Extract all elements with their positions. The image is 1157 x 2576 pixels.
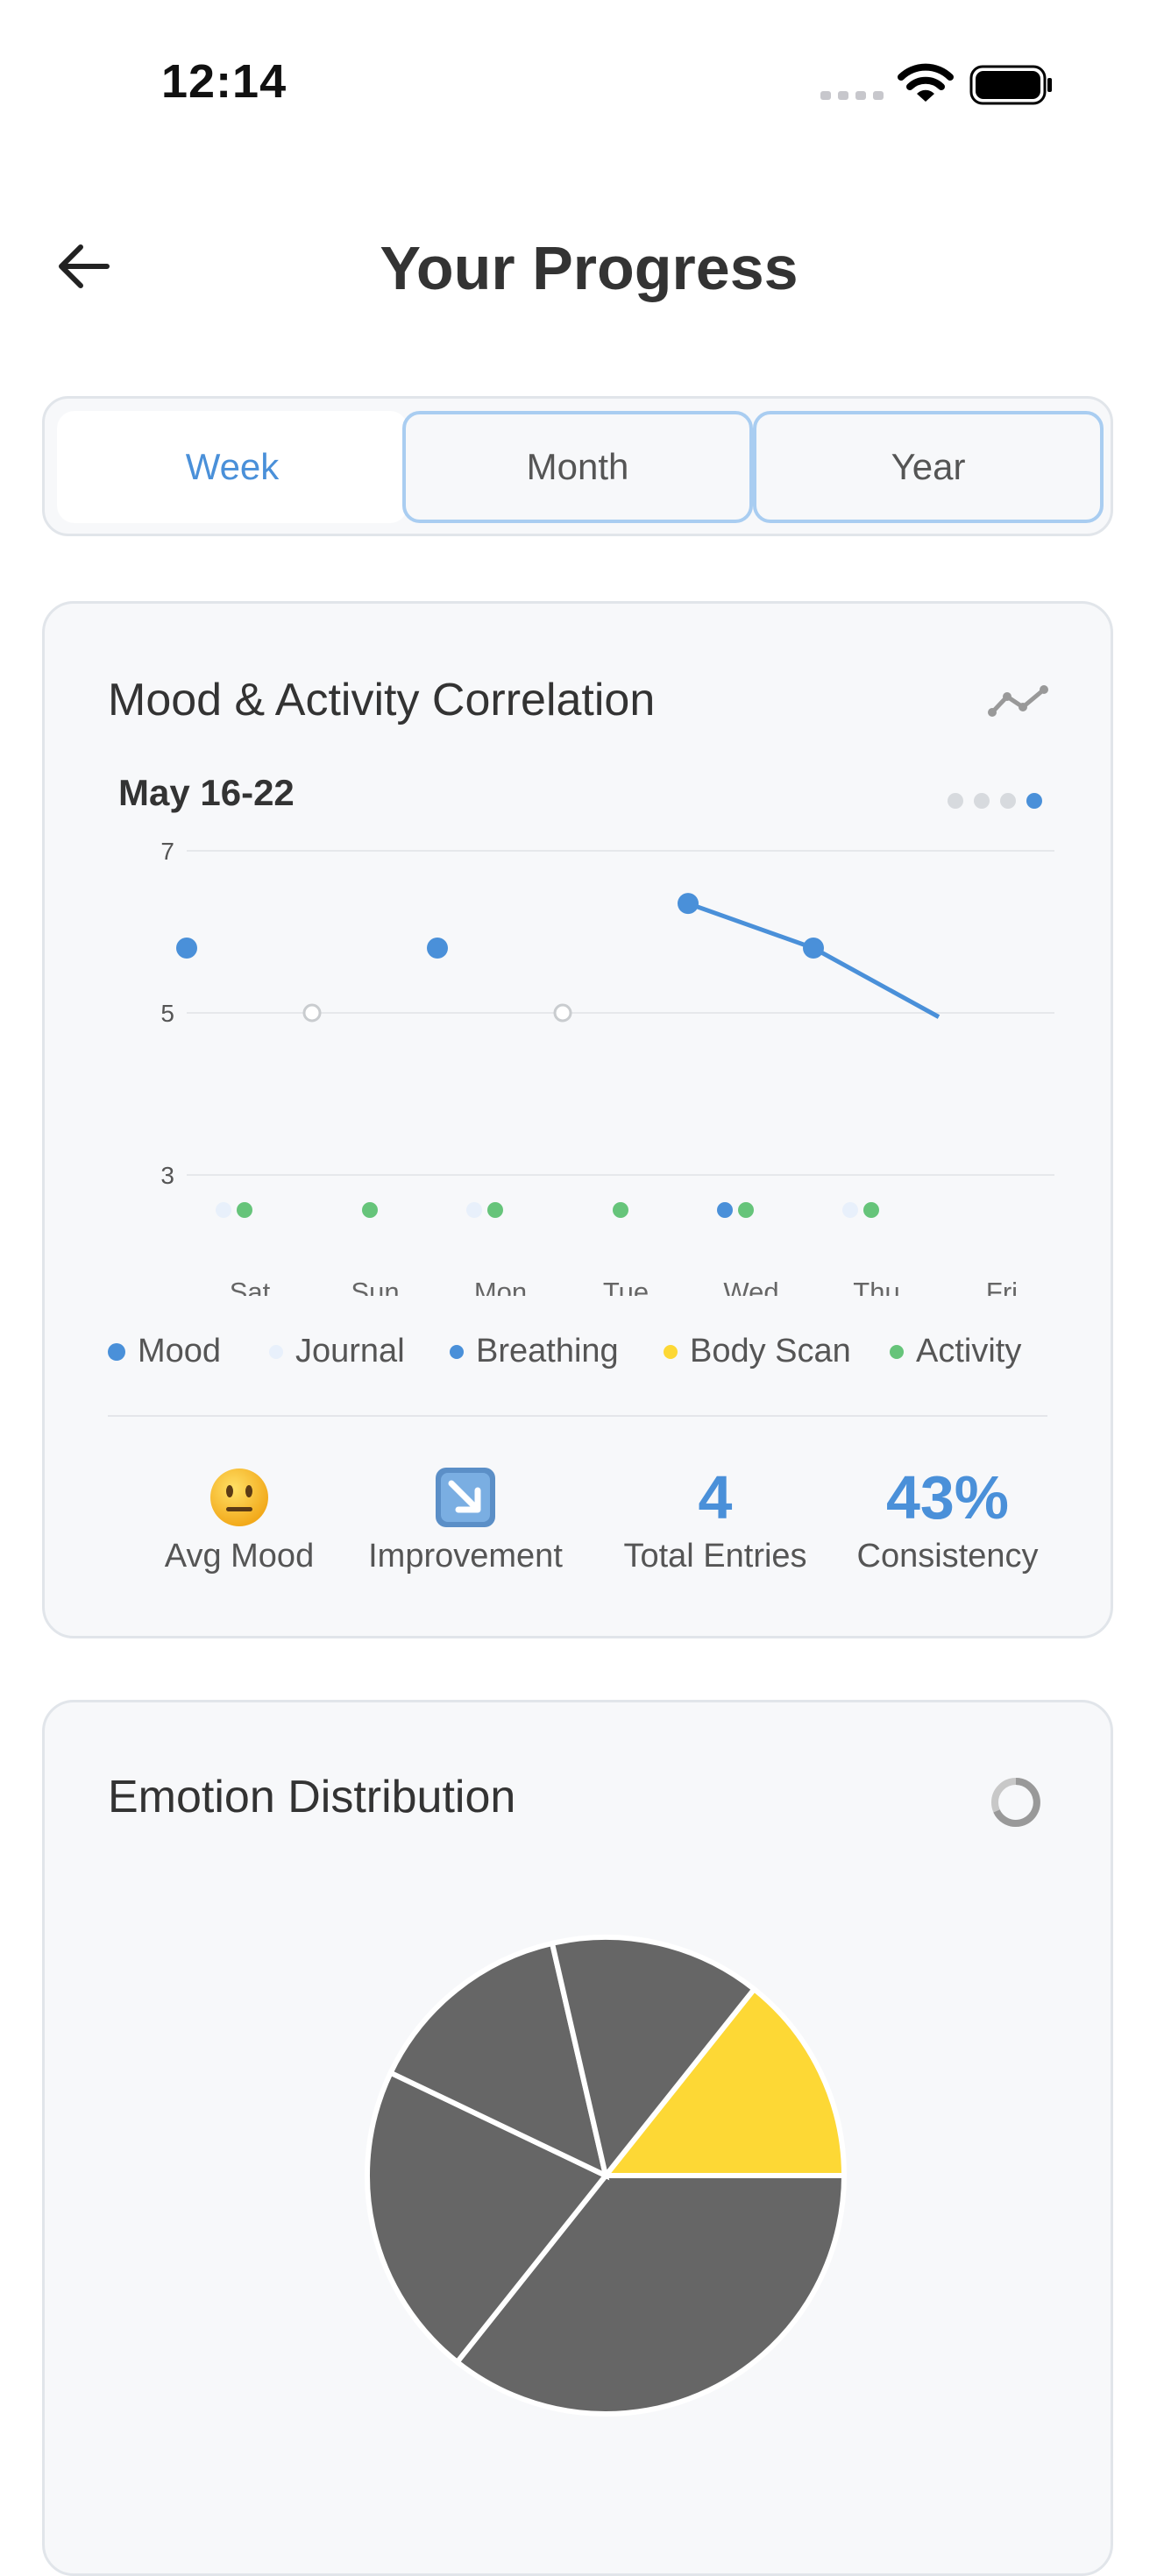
- stat-total-entries-value: 4: [698, 1463, 733, 1532]
- emotion-distribution-card: Emotion Distribution: [42, 1700, 1113, 2576]
- legend-mood: Mood: [108, 1333, 221, 1370]
- legend-activity-label: Activity: [916, 1333, 1022, 1369]
- arrow-left-icon: [59, 244, 110, 288]
- x-tick-label: Fri: [986, 1277, 1018, 1296]
- journal-dot: [466, 1202, 482, 1218]
- x-tick-label: Thu: [853, 1277, 899, 1296]
- wifi-icon: [898, 63, 954, 102]
- legend-breathing-label: Breathing: [476, 1333, 619, 1369]
- card-divider: [108, 1415, 1047, 1417]
- activity-dot: [487, 1202, 503, 1218]
- mood-activity-chart: 7 5 3 Sat Sun Mon Tue Wed Thu Fri: [160, 838, 1054, 1296]
- legend-mood-swatch: [108, 1342, 125, 1361]
- back-button[interactable]: [49, 231, 119, 301]
- page-indicator-dot-active[interactable]: [1026, 793, 1042, 809]
- mood-point: [678, 893, 699, 915]
- y-tick-label: 7: [160, 838, 174, 865]
- activity-dot: [738, 1202, 754, 1218]
- neutral-face-icon: [125, 1462, 353, 1532]
- mood-activity-card: Mood & Activity Correlation May 16-22 7 5…: [42, 601, 1113, 1638]
- journal-dot: [842, 1202, 858, 1218]
- legend-breathing-swatch: [450, 1344, 464, 1359]
- mood-card-title: Mood & Activity Correlation: [108, 675, 656, 725]
- date-range: May 16-22: [118, 772, 295, 813]
- signal-icon: [820, 91, 884, 100]
- stat-improvement-label: Improvement: [368, 1538, 563, 1575]
- journal-dot: [216, 1202, 231, 1218]
- stat-improvement: Improvement: [334, 1462, 597, 1575]
- page-indicator-dot[interactable]: [948, 793, 963, 809]
- battery-icon: [969, 65, 1052, 105]
- legend-journal-label: Journal: [295, 1333, 405, 1369]
- legend-body-scan: Body Scan: [664, 1333, 851, 1370]
- stat-consistency-label: Consistency: [856, 1538, 1039, 1575]
- tab-year[interactable]: Year: [753, 411, 1104, 523]
- period-segmented-control: Week Month Year: [42, 396, 1113, 536]
- stat-consistency-value: 43%: [885, 1463, 1010, 1532]
- x-tick-label: Sat: [230, 1277, 271, 1296]
- page-title: Your Progress: [380, 234, 799, 302]
- legend-journal-swatch: [269, 1344, 283, 1359]
- tab-week[interactable]: Week: [57, 411, 408, 523]
- pie-slice[interactable]: [549, 1935, 758, 2182]
- activity-dot: [613, 1202, 628, 1218]
- stat-avg-mood: Avg Mood: [125, 1462, 353, 1575]
- legend-activity: Activity: [890, 1333, 1021, 1370]
- pie-slice[interactable]: [387, 1940, 610, 2181]
- page-indicator-dot[interactable]: [1000, 793, 1016, 809]
- breathing-dot: [717, 1202, 733, 1218]
- legend-body-scan-label: Body Scan: [690, 1333, 851, 1369]
- mood-line: [687, 901, 941, 1019]
- mood-missing-point: [302, 1003, 322, 1023]
- legend-activity-swatch: [890, 1344, 904, 1359]
- legend-body-scan-swatch: [664, 1344, 678, 1359]
- x-tick-label: Mon: [474, 1277, 527, 1296]
- mood-point: [427, 938, 448, 959]
- tab-month[interactable]: Month: [402, 411, 753, 523]
- activity-dot: [362, 1202, 378, 1218]
- pie-slice[interactable]: [600, 1985, 848, 2178]
- emotion-card-title: Emotion Distribution: [108, 1772, 516, 1822]
- y-tick-label: 5: [160, 1000, 174, 1027]
- legend-mood-label: Mood: [138, 1333, 222, 1369]
- stat-avg-mood-label: Avg Mood: [164, 1538, 315, 1575]
- trend-line-icon[interactable]: [988, 683, 1049, 718]
- status-time: 12:14: [161, 55, 287, 108]
- arrow-down-right-icon: [334, 1462, 597, 1532]
- stat-total-entries: 4 Total Entries: [588, 1462, 842, 1575]
- legend-journal: Journal: [269, 1333, 405, 1370]
- stat-total-entries-label: Total Entries: [623, 1538, 807, 1575]
- x-tick-label: Wed: [723, 1277, 778, 1296]
- legend-breathing: Breathing: [450, 1333, 619, 1370]
- donut-chart-icon[interactable]: [988, 1774, 1044, 1830]
- x-tick-label: Sun: [351, 1277, 399, 1296]
- mood-missing-point: [553, 1003, 572, 1023]
- pie-slice[interactable]: [365, 2069, 610, 2367]
- emotion-pie-chart: [365, 1935, 848, 2417]
- pie-slice[interactable]: [453, 2173, 848, 2417]
- activity-dot: [863, 1202, 879, 1218]
- activity-dot: [237, 1202, 252, 1218]
- x-tick-label: Tue: [603, 1277, 649, 1296]
- mood-point: [803, 938, 824, 959]
- y-tick-label: 3: [160, 1162, 174, 1189]
- stat-consistency: 43% Consistency: [834, 1462, 1061, 1575]
- mood-point: [176, 938, 197, 959]
- page-indicator-dot[interactable]: [974, 793, 990, 809]
